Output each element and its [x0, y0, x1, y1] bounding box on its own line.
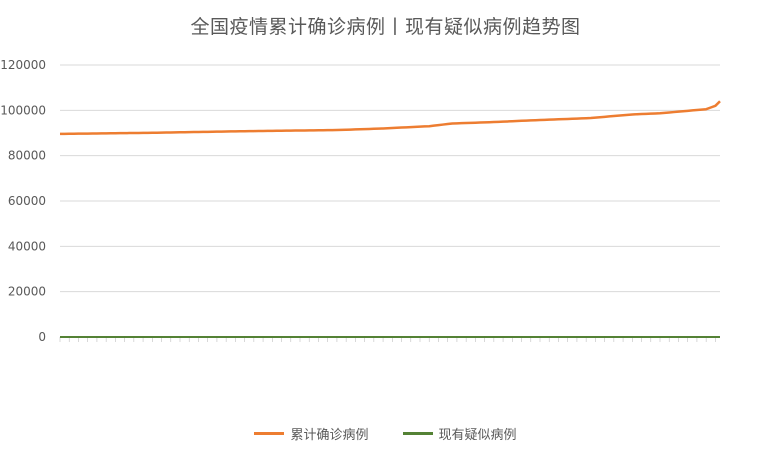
y-tick-labels: 0 20000 40000 60000 80000 100000 120000: [0, 58, 46, 344]
y-tick-label: 80000: [8, 149, 46, 163]
legend-swatch-suspected: [402, 432, 433, 435]
series-lines: [59, 100, 721, 338]
series-line-0: [59, 100, 721, 136]
y-tick-label: 20000: [8, 285, 46, 299]
y-tick-label: 60000: [8, 194, 46, 208]
legend-item-suspected[interactable]: 现有疑似病例: [402, 424, 517, 443]
legend-label-suspected: 现有疑似病例: [438, 428, 517, 443]
chart-title: 全国疫情累计确诊病例丨现有疑似病例趋势图: [190, 16, 581, 38]
legend-label-confirmed: 累计确诊病例: [290, 428, 369, 443]
legend: 累计确诊病例 现有疑似病例: [0, 424, 771, 443]
legend-item-confirmed[interactable]: 累计确诊病例: [254, 424, 369, 443]
y-tick-label: 120000: [0, 58, 46, 72]
y-tick-label: 40000: [8, 239, 46, 253]
legend-swatch-confirmed: [254, 432, 285, 435]
y-tick-label: 100000: [0, 103, 46, 117]
y-tick-label: 0: [38, 330, 46, 344]
gridlines: [60, 64, 720, 338]
